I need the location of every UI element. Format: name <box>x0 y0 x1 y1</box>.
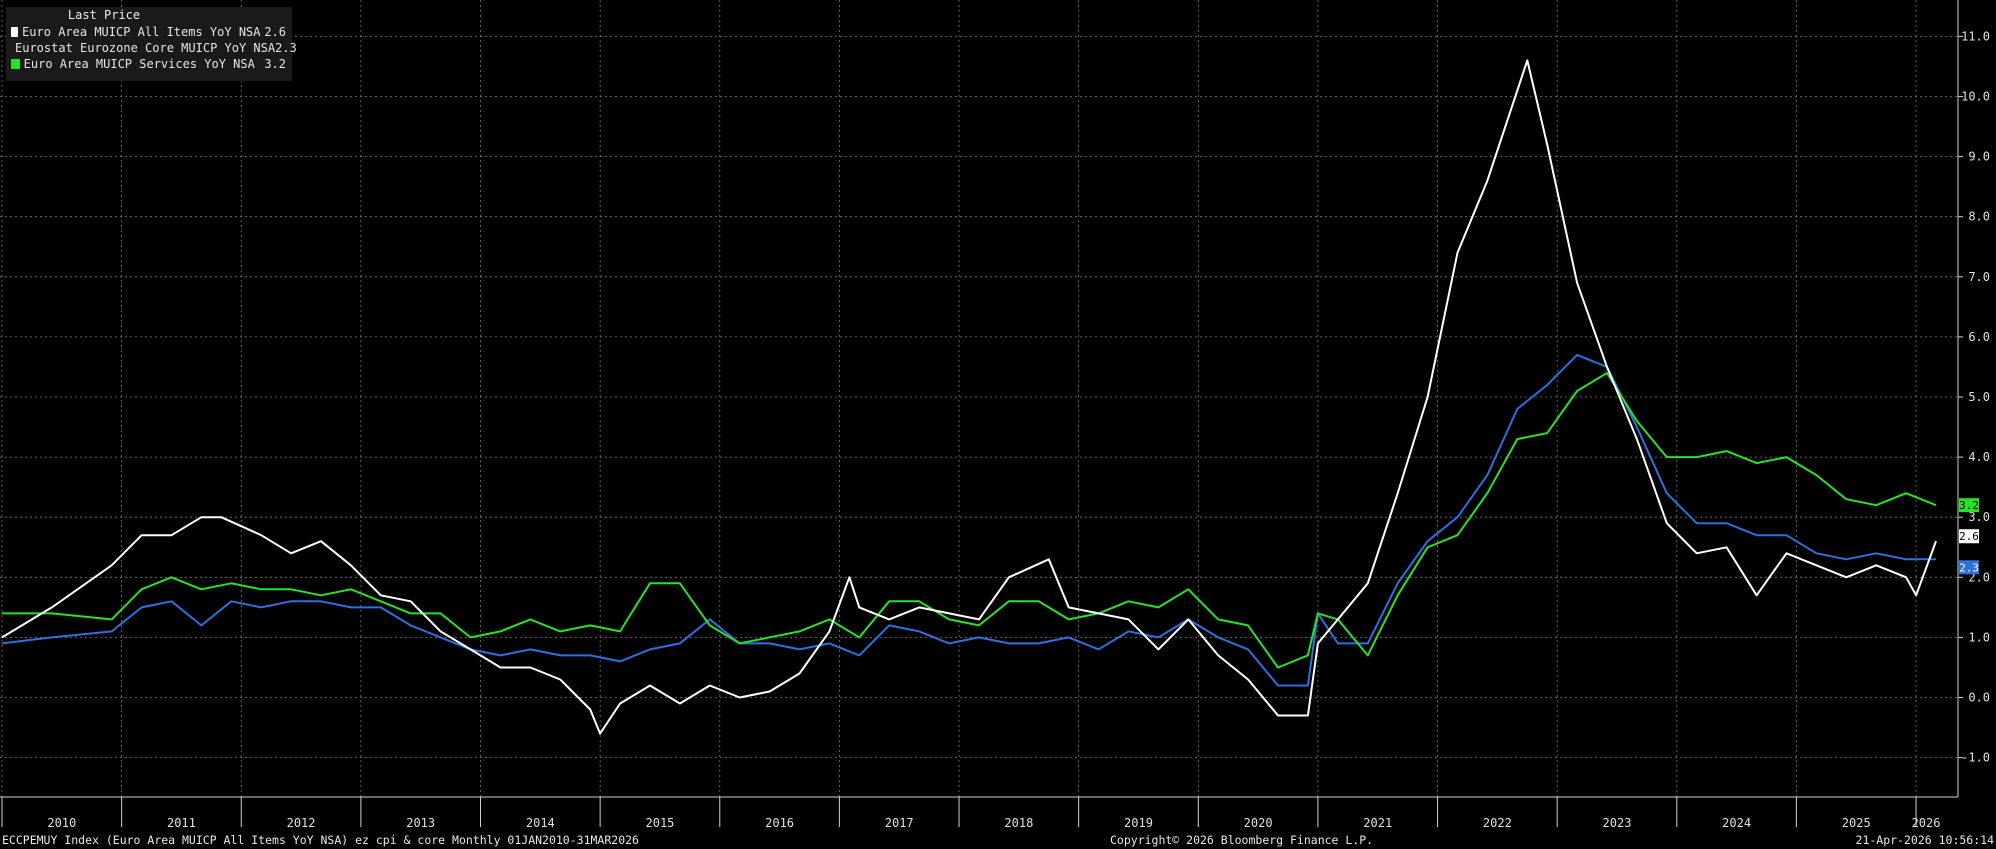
legend-header: Last Price <box>67 8 141 22</box>
x-tick-label: 2023 <box>1603 816 1632 830</box>
x-tick-label: 2016 <box>765 816 794 830</box>
y-tick-label: -1.0 <box>1961 751 1990 765</box>
footer-source: ECCPEMUY Index (Euro Area MUICP All Item… <box>2 833 639 847</box>
legend-label: Euro Area MUICP Services YoY NSA <box>23 56 255 71</box>
x-tick-label: 2017 <box>885 816 914 830</box>
last-value-tags: 2.6 2.3 3.2 <box>1959 498 1979 575</box>
series-lines <box>1 59 1937 735</box>
y-tick-label: 0.0 <box>1968 691 1990 705</box>
footer-copyright: Copyright© 2026 Bloomberg Finance L.P. <box>1110 833 1374 847</box>
last-value-tag: 3.2 <box>1959 498 1979 513</box>
y-tick-label: 5.0 <box>1968 390 1990 404</box>
x-tick-label: 2013 <box>406 816 435 830</box>
legend-value: 2.3 <box>275 40 297 55</box>
footer-timestamp: 21-Apr-2026 10:56:14 <box>1855 833 1994 847</box>
y-tick-label: 4.0 <box>1968 450 1990 464</box>
last-value-tag-bg <box>1959 529 1979 544</box>
legend-swatch-all-items <box>11 27 19 37</box>
y-tick-label: 11.0 <box>1961 29 1990 43</box>
y-tick-label: 3.0 <box>1968 510 1990 524</box>
x-tick-label: 2024 <box>1722 816 1751 830</box>
y-tick-label: 10.0 <box>1961 90 1990 104</box>
x-tick-label: 2018 <box>1004 816 1033 830</box>
last-value-tag-text: 2.3 <box>1959 561 1979 574</box>
x-axis: 2010 2011 2012 2013 2014 2015 2016 2017 2018 2019… <box>0 796 1958 830</box>
legend-item-all-items: Euro Area MUICP All Items YoY NSA 2.6 <box>6 24 292 40</box>
y-tick-label: 9.0 <box>1968 150 1990 164</box>
gridlines <box>0 0 1958 797</box>
y-tick-label: 1.0 <box>1968 630 1990 644</box>
x-tick-label: 2021 <box>1363 816 1392 830</box>
x-tick-label: 2019 <box>1124 816 1153 830</box>
legend-label: Euro Area MUICP All Items YoY NSA <box>22 24 261 39</box>
x-tick-label: 2012 <box>287 816 316 830</box>
legend-item-core: Eurostat Eurozone Core MUICP YoY NSA 2.3 <box>6 40 297 56</box>
y-tick-label: 8.0 <box>1968 210 1990 224</box>
last-value-tag: 2.3 <box>1959 560 1979 575</box>
x-tick-label: 2014 <box>526 816 555 830</box>
last-value-tag-bg <box>1959 560 1979 575</box>
legend-swatch-services <box>11 59 20 69</box>
last-value-tag-bg <box>1959 498 1979 513</box>
x-tick-label: 2015 <box>646 816 675 830</box>
legend-value: 3.2 <box>264 56 286 71</box>
x-tick-label: 2010 <box>47 816 76 830</box>
x-tick-label: 2020 <box>1244 816 1273 830</box>
series-line-1 <box>1 353 1936 687</box>
legend: Last Price Euro Area MUICP All Items YoY… <box>6 7 297 81</box>
legend-label: Eurostat Eurozone Core MUICP YoY NSA <box>15 40 276 55</box>
x-tick-label: 2011 <box>167 816 196 830</box>
last-value-tag: 2.6 <box>1959 529 1979 544</box>
legend-value: 2.6 <box>264 24 286 39</box>
x-tick-label: 2022 <box>1483 816 1512 830</box>
legend-item-services: Euro Area MUICP Services YoY NSA 3.2 <box>6 56 292 72</box>
x-tick-label: 2026 <box>1912 816 1941 830</box>
last-value-tag-text: 2.6 <box>1959 530 1979 543</box>
x-tick-label: 2025 <box>1842 816 1871 830</box>
series-line-2 <box>2 372 1937 669</box>
y-tick-label: 7.0 <box>1968 270 1990 284</box>
y-tick-label: 6.0 <box>1968 330 1990 344</box>
series-line-0 <box>1 59 1937 735</box>
y-axis: -1.00.01.02.03.04.05.06.07.08.09.010.011… <box>1957 0 1990 797</box>
last-value-tag-text: 3.2 <box>1959 499 1979 512</box>
